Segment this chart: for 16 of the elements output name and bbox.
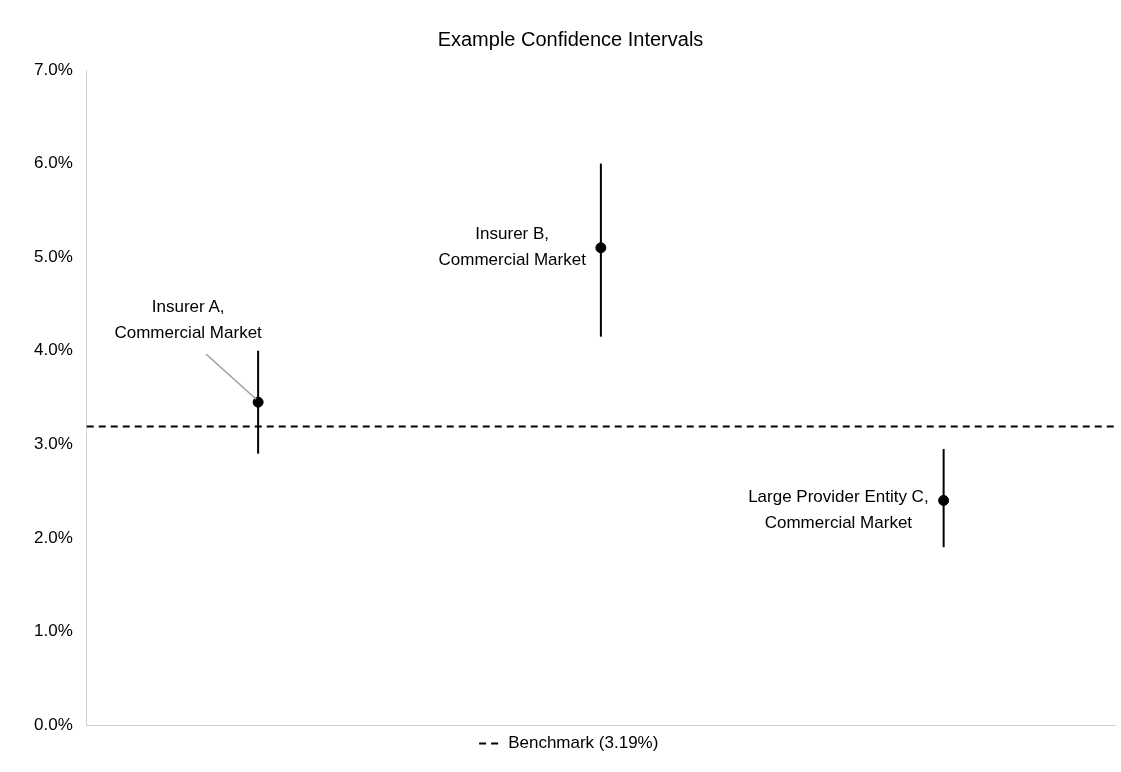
y-tick-label: 3.0% — [34, 433, 73, 453]
annotation: Large Provider Entity C, Commercial Market — [748, 487, 929, 533]
y-tick-label: 4.0% — [34, 340, 73, 360]
legend-label: Benchmark (3.19%) — [508, 733, 659, 753]
annotation: Insurer A, Commercial Market — [114, 296, 263, 342]
y-tick-label: 0.0% — [34, 714, 73, 734]
y-tick-label: 2.0% — [34, 527, 73, 547]
y-tick-label: 1.0% — [34, 621, 73, 641]
chart-title: Example Confidence Intervals — [437, 27, 704, 50]
point — [252, 396, 264, 408]
annotation: Insurer B, Commercial Market — [438, 224, 587, 270]
y-tick-label: 5.0% — [34, 246, 73, 266]
point — [595, 242, 607, 254]
point — [938, 494, 950, 506]
y-tick-label: 6.0% — [34, 153, 73, 173]
y-tick-label: 7.0% — [34, 59, 73, 79]
